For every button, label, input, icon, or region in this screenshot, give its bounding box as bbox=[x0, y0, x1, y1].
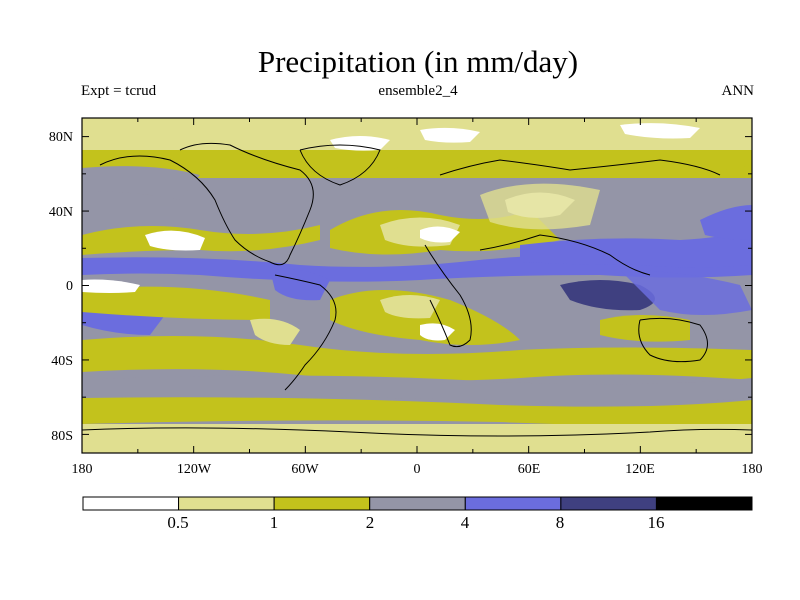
colorbar-swatch bbox=[273, 496, 371, 511]
colorbar-label-4: 4 bbox=[461, 513, 470, 532]
longitude-labels: 180 120W 60W 0 60E 120E 180 bbox=[72, 462, 763, 477]
colorbar-label-8: 8 bbox=[556, 513, 565, 532]
lat-label-40s: 40S bbox=[51, 354, 73, 369]
lat-label-80n: 80N bbox=[49, 130, 73, 145]
season-label: ANN bbox=[721, 83, 755, 99]
colorbar-swatch bbox=[655, 496, 753, 511]
colorbar-label-0-5: 0.5 bbox=[167, 513, 188, 532]
lat-label-80s: 80S bbox=[51, 429, 73, 444]
lat-label-40n: 40N bbox=[49, 205, 73, 220]
colorbar-swatch bbox=[560, 496, 657, 511]
experiment-label: Expt = tcrud bbox=[81, 83, 157, 99]
colorbar-label-16: 16 bbox=[648, 513, 665, 532]
coastlines bbox=[82, 142, 752, 437]
colorbar-swatch bbox=[82, 496, 180, 511]
colorbar-label-1: 1 bbox=[270, 513, 279, 532]
latitude-labels: 80N 40N 0 40S 80S bbox=[49, 130, 73, 444]
axis-ticks bbox=[81, 118, 753, 453]
colorbar-swatch bbox=[369, 496, 466, 511]
colorbar-labels: 0.5 1 2 4 8 16 bbox=[167, 513, 664, 532]
lon-label-0: 0 bbox=[414, 462, 421, 477]
ensemble-label: ensemble2_4 bbox=[378, 83, 458, 99]
precipitation-field bbox=[82, 118, 752, 453]
colorbar-label-2: 2 bbox=[366, 513, 375, 532]
colorbar bbox=[82, 496, 753, 511]
colorbar-swatch bbox=[178, 496, 275, 511]
map-title: Precipitation (in mm/day) bbox=[257, 44, 579, 79]
lon-label-60w: 60W bbox=[291, 462, 319, 477]
lon-label-120w: 120W bbox=[177, 462, 212, 477]
lat-label-0: 0 bbox=[66, 279, 73, 294]
lon-label-180w: 180 bbox=[72, 462, 93, 477]
lon-label-180e: 180 bbox=[742, 462, 763, 477]
lon-label-120e: 120E bbox=[625, 462, 655, 477]
colorbar-swatch bbox=[464, 496, 562, 511]
lon-label-60e: 60E bbox=[518, 462, 541, 477]
